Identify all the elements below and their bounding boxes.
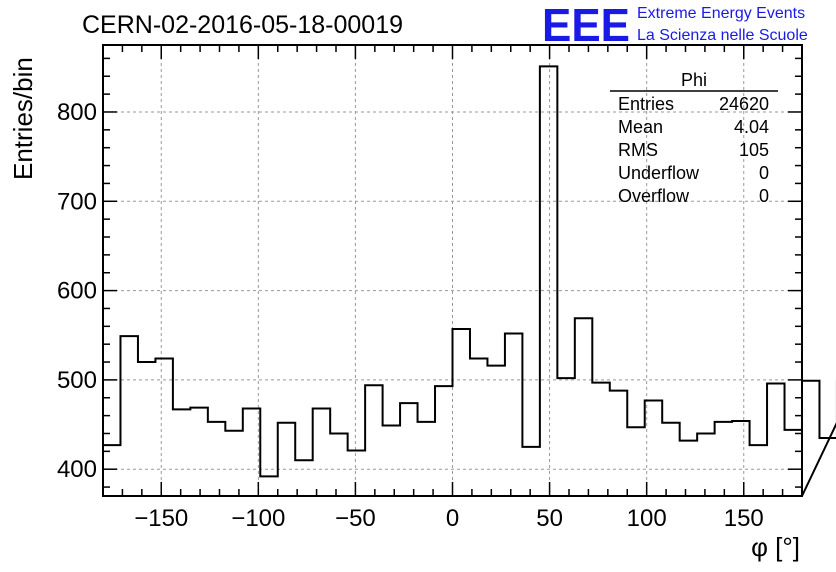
y-axis-label: Entries/bin: [8, 57, 38, 180]
y-tick-label: 700: [57, 188, 97, 215]
histogram-outline: [102, 65, 836, 497]
y-tick-label: 600: [57, 278, 97, 305]
x-tick-label: 50: [536, 505, 563, 532]
y-tick-label: 800: [57, 99, 97, 126]
x-tick-labels: −150 −100 −50 0 50 100 150: [134, 505, 764, 532]
stat-value: 0: [759, 186, 769, 206]
x-tick-label: 100: [627, 505, 667, 532]
logo-line-1: Extreme Energy Events: [637, 5, 805, 22]
stat-label: Overflow: [618, 186, 690, 206]
stat-label: RMS: [618, 140, 658, 160]
y-tick-label: 500: [57, 367, 97, 394]
stat-value: 4.04: [734, 117, 769, 137]
stat-value: 24620: [719, 94, 769, 114]
stat-value: 105: [739, 140, 769, 160]
stats-box: Phi Entries 24620 Mean 4.04 RMS 105 Unde…: [610, 70, 778, 206]
chart-title: CERN-02-2016-05-18-00019: [82, 11, 403, 39]
stats-box-title: Phi: [681, 70, 707, 90]
y-tick-labels: 400 500 600 700 800: [57, 99, 97, 483]
logo-line-2: La Scienza nelle Scuole: [637, 27, 808, 44]
x-tick-label: −150: [134, 505, 188, 532]
x-tick-label: 150: [724, 505, 764, 532]
stat-value: 0: [759, 163, 769, 183]
x-axis-label: φ [°]: [751, 532, 800, 562]
stat-label: Mean: [618, 117, 663, 137]
eee-logo-mark: EEE: [542, 0, 630, 51]
y-tick-label: 400: [57, 456, 97, 483]
eee-logo: EEE Extreme Energy Events La Scienza nel…: [542, 0, 808, 51]
x-tick-label: −100: [231, 505, 285, 532]
stat-label: Entries: [618, 94, 674, 114]
x-tick-label: 0: [446, 505, 459, 532]
stat-label: Underflow: [618, 163, 700, 183]
x-tick-label: −50: [335, 505, 376, 532]
plot-frame: [102, 44, 803, 497]
